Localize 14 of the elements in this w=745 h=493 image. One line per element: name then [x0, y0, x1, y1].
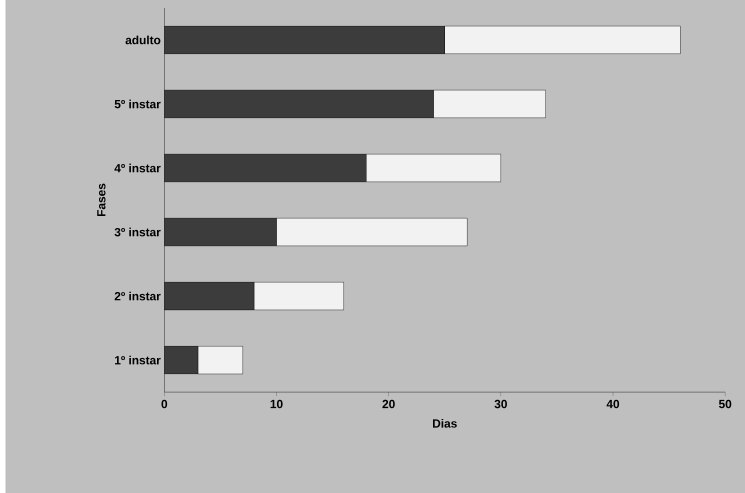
y-tick-label: adulto: [126, 35, 160, 44]
x-tick-label: 50: [718, 400, 732, 408]
y-tick-label: 3º instar: [114, 228, 161, 236]
y-tick-label: 5º instar: [114, 99, 161, 108]
y-axis-title: Fases: [97, 184, 106, 216]
x-tick-label: 30: [494, 400, 507, 408]
x-tick-label: 20: [382, 400, 395, 408]
y-tick-label: 2º instar: [114, 292, 161, 300]
x-tick-label: 0: [161, 400, 168, 408]
y-tick-label: 4º instar: [114, 163, 161, 172]
y-tick-label: 1º instar: [115, 356, 161, 364]
x-tick-label: 40: [606, 400, 620, 408]
x-tick-label: 10: [270, 400, 283, 408]
x-axis-title: Dias: [432, 418, 457, 428]
